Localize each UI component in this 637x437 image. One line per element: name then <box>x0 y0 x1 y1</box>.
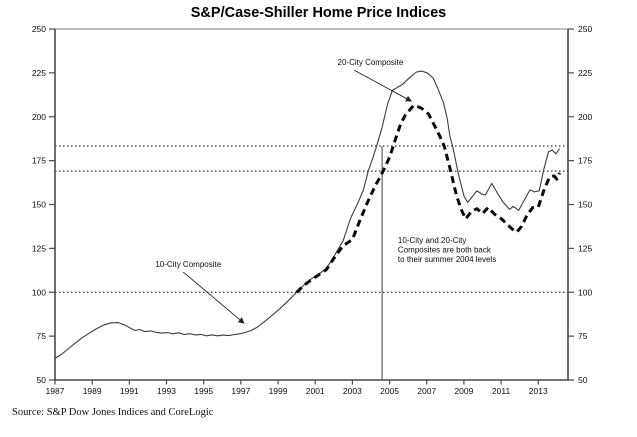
y-tick-label-left: 75 <box>37 331 47 341</box>
x-tick-label: 1995 <box>194 386 213 396</box>
x-tick-label: 1999 <box>269 386 288 396</box>
x-tick-label: 2007 <box>417 386 436 396</box>
y-tick-label-right: 150 <box>578 200 592 210</box>
y-tick-label-right: 175 <box>578 156 592 166</box>
x-tick-label: 1989 <box>83 386 102 396</box>
series-10-city-composite-line <box>54 70 561 359</box>
x-tick-label: 2011 <box>492 386 511 396</box>
y-tick-label-left: 250 <box>32 24 46 34</box>
note-summer-2004-line-3: to their summer 2004 levels <box>398 255 496 264</box>
label-10-city-arrow <box>182 271 245 324</box>
y-tick-label-left: 125 <box>32 243 46 253</box>
y-tick-label-right: 50 <box>578 375 588 385</box>
x-tick-label: 2005 <box>380 386 399 396</box>
y-tick-label-right: 100 <box>578 287 592 297</box>
y-tick-label-right: 75 <box>578 331 588 341</box>
y-tick-label-right: 125 <box>578 243 592 253</box>
y-tick-label-left: 150 <box>32 200 46 210</box>
x-tick-label: 2013 <box>529 386 548 396</box>
y-tick-label-left: 175 <box>32 156 46 166</box>
series-20-city-composite-line <box>295 103 561 294</box>
y-tick-label-right: 225 <box>578 68 592 78</box>
label-20-city: 20-City Composite <box>338 58 404 67</box>
y-tick-label-left: 200 <box>32 112 46 122</box>
chart-title: S&P/Case-Shiller Home Price Indices <box>190 5 447 21</box>
y-tick-label-left: 225 <box>32 68 46 78</box>
x-tick-label: 2003 <box>343 386 362 396</box>
y-tick-label-left: 50 <box>37 375 47 385</box>
x-tick-label: 1993 <box>157 386 176 396</box>
y-tick-label-right: 250 <box>578 24 592 34</box>
label-20-city-arrow <box>354 69 413 102</box>
label-10-city: 10-City Composite <box>155 260 221 269</box>
x-tick-label: 2001 <box>306 386 325 396</box>
source-note: Source: S&P Dow Jones Indices and CoreLo… <box>12 407 214 418</box>
x-tick-label: 1997 <box>231 386 250 396</box>
note-summer-2004-line-1: 10-City and 20-City <box>398 236 466 245</box>
x-tick-label: 1987 <box>46 386 65 396</box>
x-tick-label: 1991 <box>120 386 139 396</box>
y-tick-label-right: 200 <box>578 112 592 122</box>
x-tick-label: 2009 <box>454 386 473 396</box>
note-summer-2004-line-2: Composites are both back <box>398 245 492 254</box>
y-tick-label-left: 100 <box>32 287 46 297</box>
